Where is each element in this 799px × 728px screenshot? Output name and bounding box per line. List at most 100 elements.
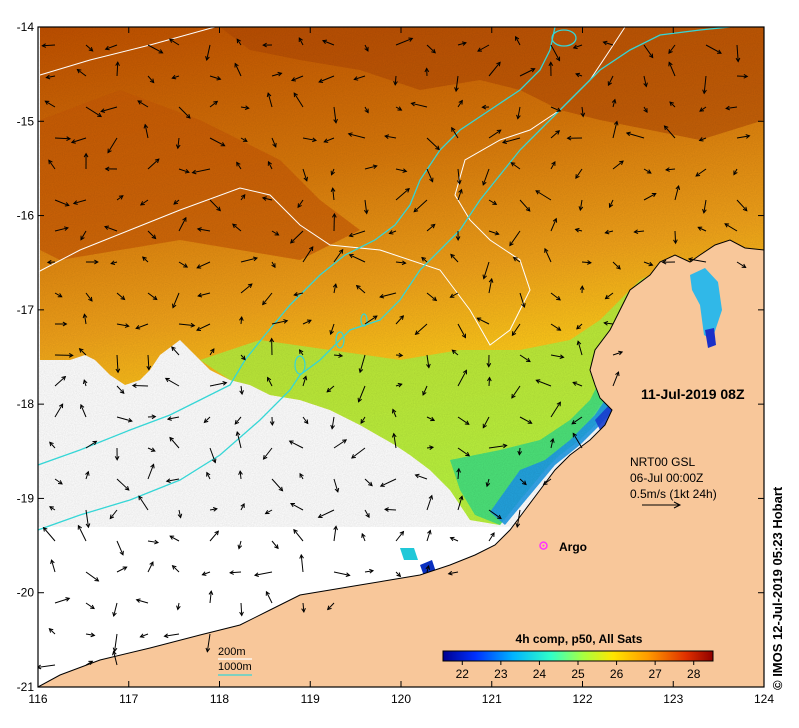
current-vector [290,230,304,244]
current-vector [422,385,428,396]
current-vector [395,531,404,542]
current-vector-head [372,164,378,170]
current-vector-head [301,608,306,613]
current-vector [421,257,428,263]
current-vector [240,503,245,511]
current-vector-head [604,229,610,235]
current-vector-head [668,49,673,55]
current-vector [457,416,470,425]
current-vector-head [391,432,397,438]
current-vector [607,75,614,86]
current-vector [572,381,583,387]
current-vector [351,447,366,459]
current-vector [234,416,242,425]
current-vector-head [461,41,467,46]
current-vector-head [447,570,453,576]
current-vector [643,44,654,58]
current-vector [395,261,406,264]
current-vector [297,199,304,208]
current-vector-head [482,423,487,429]
current-vector-head [699,107,705,112]
current-vector-head [141,256,147,262]
current-vector [349,230,366,237]
current-vector-head [648,53,654,59]
current-vector [674,230,677,244]
current-vector [488,129,502,139]
current-vector [147,464,155,480]
current-vector-head [363,209,369,215]
current-vector-head [338,248,344,254]
current-vector-head [428,494,434,500]
argo-label: Argo [559,540,587,554]
current-vector [395,188,410,201]
current-vector [262,197,273,201]
current-vector-head [196,227,202,232]
current-vector-head [603,320,609,326]
timestamp-label: 11-Jul-2019 08Z [641,386,745,402]
current-vector [209,348,215,356]
current-vector [324,137,335,143]
current-vector [138,495,149,511]
current-vector [209,75,221,80]
current-vector [577,341,583,356]
current-vector [206,472,211,480]
current-vector [643,261,653,266]
current-vector [705,44,722,54]
current-vector [535,190,552,201]
current-vector-head [384,507,389,512]
current-vector-head [112,647,118,653]
current-vector [550,402,561,418]
current-vector [46,75,56,79]
current-vector [626,132,645,139]
current-vector [236,431,242,449]
current-vector-head [309,246,314,251]
current-vector [209,447,216,463]
current-vector [114,633,118,652]
current-vector [516,509,521,528]
colorbar-tick-label: 24 [533,667,547,681]
current-vector-head [88,660,94,665]
current-vector [395,168,407,172]
x-tick-label: 117 [119,692,138,706]
current-vector [326,385,335,393]
current-vector-head [185,114,191,119]
current-vector [543,478,552,485]
current-vector [451,127,459,139]
current-vector-head [333,525,338,531]
current-vector-head [66,136,72,141]
current-vector [172,75,180,79]
current-vector-head [135,598,141,603]
current-vector [356,285,366,294]
current-vector-head [725,105,731,111]
current-vector-head [482,180,487,186]
current-vector-head [152,295,158,301]
x-tick-label: 122 [572,692,592,706]
current-vector-head [422,390,427,396]
current-vector [395,354,403,357]
current-vector [550,354,564,358]
current-vector [451,349,459,356]
current-vector [51,559,56,573]
current-vector [234,63,242,77]
current-vector-head [733,170,738,176]
current-vector [333,526,337,542]
current-vector [612,99,616,108]
current-vector-head [78,348,84,353]
current-vector-head [527,419,533,424]
current-vector [579,199,583,211]
x-tick-label: 121 [482,692,502,706]
current-vector-head [456,179,462,185]
current-vector-head [49,506,54,511]
current-vector [202,571,211,576]
current-vector [85,44,94,52]
current-vector-head [57,293,63,298]
current-vector-head [572,432,577,438]
current-vector [457,100,463,108]
current-vector-head [330,424,335,430]
current-vector [164,633,180,637]
current-vector [517,106,521,119]
current-vector [395,37,413,46]
current-vector [172,565,180,573]
current-vector-head [293,92,298,98]
current-vector-head [365,513,370,519]
